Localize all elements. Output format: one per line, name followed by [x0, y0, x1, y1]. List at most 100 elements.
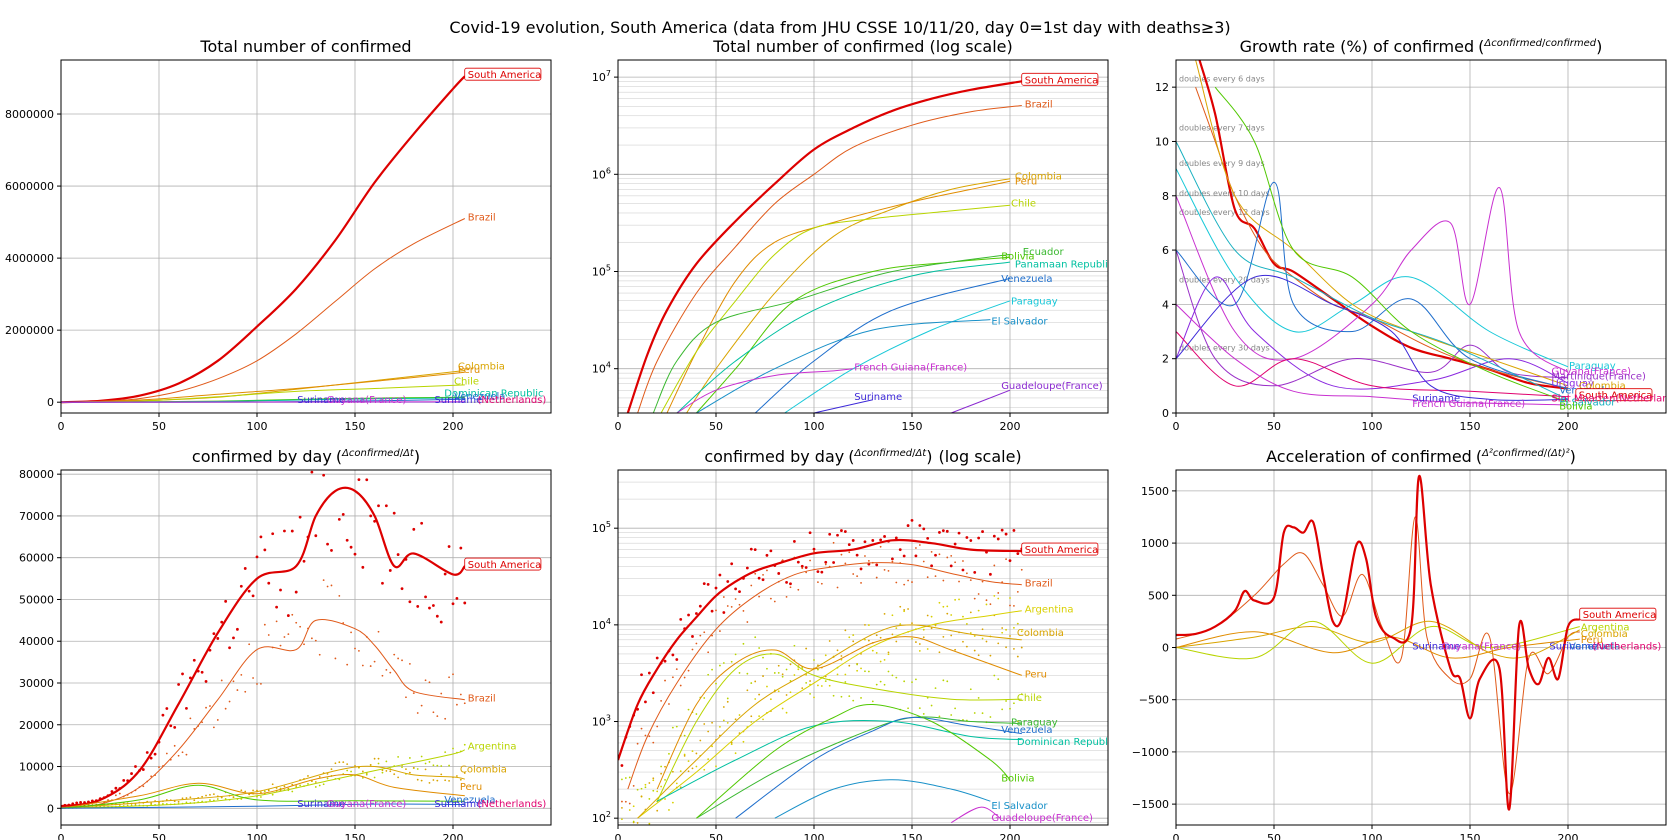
data-point: [918, 643, 921, 645]
data-point: [624, 777, 627, 779]
data-point: [965, 645, 968, 648]
data-point: [977, 654, 980, 657]
data-point: [950, 554, 953, 557]
data-point: [287, 633, 290, 636]
data-point: [162, 803, 164, 805]
x-tick-label: 0: [58, 832, 65, 840]
data-point: [883, 568, 886, 571]
data-point: [848, 695, 851, 697]
data-point: [899, 623, 902, 625]
data-point: [290, 529, 294, 533]
data-point: [730, 562, 734, 566]
series-label: Guadeloupe(France): [1001, 381, 1103, 392]
data-point: [926, 576, 929, 579]
data-point: [456, 775, 458, 777]
y-tick-label: 0: [47, 802, 54, 815]
data-point: [934, 553, 937, 557]
data-point: [715, 682, 717, 685]
data-point: [887, 570, 890, 572]
data-point: [781, 559, 784, 562]
data-point: [969, 611, 972, 614]
data-point: [397, 657, 400, 660]
data-point: [903, 680, 906, 683]
data-point: [204, 680, 208, 683]
data-point: [750, 721, 753, 723]
data-point: [742, 740, 745, 743]
data-point: [817, 668, 819, 671]
data-point: [860, 582, 862, 584]
data-point: [942, 636, 945, 638]
data-point: [267, 581, 271, 585]
data-point: [165, 752, 168, 755]
data-point: [181, 672, 184, 676]
data-point: [762, 718, 764, 721]
data-point: [122, 778, 126, 782]
data-point: [722, 706, 725, 708]
data-point: [416, 712, 419, 714]
data-point: [750, 715, 753, 718]
data-point: [864, 670, 866, 673]
data-point: [655, 656, 659, 660]
data-point: [907, 579, 909, 582]
data-point: [314, 639, 317, 642]
data-point: [416, 605, 420, 608]
data-point: [867, 559, 870, 562]
data-point: [745, 566, 749, 570]
data-point: [456, 703, 458, 706]
data-point: [926, 536, 930, 540]
data-point: [636, 788, 639, 791]
data-point: [985, 599, 988, 602]
y-tick-label: 4000000: [5, 252, 54, 265]
data-point: [255, 555, 259, 559]
series-label: Panamaan Republic: [1015, 260, 1113, 271]
data-point: [412, 527, 416, 531]
plot-area: South America Brazil Argentina Colombia Peru…: [618, 519, 1108, 825]
data-point: [1016, 720, 1019, 723]
data-point: [260, 796, 262, 798]
series-line: [1198, 60, 1569, 390]
data-point: [911, 622, 913, 625]
data-point: [243, 567, 247, 570]
data-point: [295, 621, 298, 624]
data-point: [244, 790, 247, 793]
data-point: [1016, 552, 1020, 556]
data-point: [722, 611, 726, 614]
data-point: [656, 725, 659, 728]
y-tick-label: 80000: [19, 468, 54, 481]
data-point: [973, 570, 977, 574]
series-line: [618, 538, 1022, 761]
data-point: [294, 590, 298, 594]
data-point: [903, 610, 906, 613]
data-point: [726, 697, 729, 700]
series-label: Brazil: [468, 694, 496, 705]
data-point: [856, 575, 859, 578]
data-point: [275, 605, 278, 609]
data-point: [754, 698, 757, 700]
x-tick-label: 100: [247, 832, 268, 840]
data-point: [915, 641, 917, 643]
data-point: [647, 671, 651, 675]
data-point: [962, 560, 964, 562]
data-point: [1013, 604, 1015, 607]
y-tick-label: 30000: [19, 677, 54, 690]
data-point: [875, 651, 878, 654]
series-label: Sint Maarten(Netherlands): [1551, 393, 1675, 404]
data-point: [777, 664, 780, 667]
data-point: [345, 538, 349, 542]
data-point: [820, 685, 823, 687]
data-point: [298, 515, 302, 519]
data-point: [640, 795, 643, 798]
data-point: [354, 765, 356, 767]
data-point: [440, 773, 443, 776]
data-point: [722, 662, 725, 664]
x-tick-label: 150: [902, 832, 923, 840]
data-point: [416, 778, 419, 781]
data-point: [228, 646, 231, 650]
series-line: [61, 765, 465, 809]
series-label: Suriname: [1412, 393, 1460, 404]
data-point: [734, 752, 737, 755]
data-point: [758, 715, 761, 717]
data-point: [777, 572, 781, 575]
data-point: [989, 572, 992, 576]
data-point: [620, 764, 624, 767]
